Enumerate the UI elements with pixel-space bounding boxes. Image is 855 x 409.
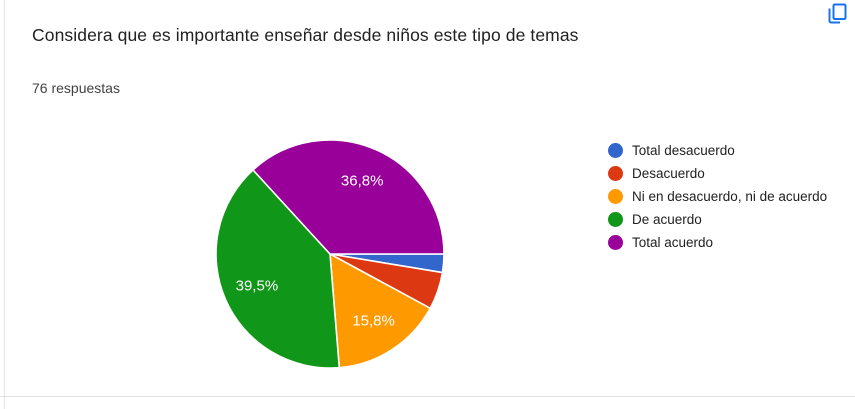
legend-swatch xyxy=(608,143,623,158)
legend-item-ni-en-desacuerdo-ni-de-acuerdo: Ni en desacuerdo, ni de acuerdo xyxy=(608,189,827,204)
copy-icon xyxy=(828,3,847,24)
legend-label: Total acuerdo xyxy=(632,235,714,250)
legend-item-total-desacuerdo: Total desacuerdo xyxy=(608,143,827,158)
legend-label: Ni en desacuerdo, ni de acuerdo xyxy=(632,189,828,204)
chart-legend: Total desacuerdo Desacuerdo Ni en desacuer… xyxy=(608,143,827,258)
legend-label: Total desacuerdo xyxy=(632,143,735,158)
legend-swatch xyxy=(608,166,623,181)
copy-chart-button[interactable] xyxy=(824,2,850,28)
legend-swatch xyxy=(608,189,623,204)
pie-slice-total-acuerdo[interactable] xyxy=(252,139,445,255)
legend-label: Desacuerdo xyxy=(632,166,705,181)
legend-label: De acuerdo xyxy=(632,212,702,227)
pie-slice-de-acuerdo[interactable] xyxy=(215,169,341,369)
pie-slice-label: 36,8% xyxy=(341,173,384,190)
pie-slice-label: 39,5% xyxy=(236,277,279,294)
legend-item-de-acuerdo: De acuerdo xyxy=(608,212,827,227)
pie-slice-ni-en-desacuerdo-ni-de-acuerdo[interactable] xyxy=(329,253,432,369)
question-title: Considera que es importante enseñar desd… xyxy=(32,25,579,45)
legend-swatch xyxy=(608,235,623,250)
legend-item-total-acuerdo: Total acuerdo xyxy=(608,235,827,250)
pie-slice-label: 15,8% xyxy=(352,312,395,329)
legend-swatch xyxy=(608,212,623,227)
pie-chart: 15,8% 39,5% 36,8% xyxy=(215,139,445,369)
legend-item-desacuerdo: Desacuerdo xyxy=(608,166,827,181)
responses-count: 76 respuestas xyxy=(32,80,120,96)
